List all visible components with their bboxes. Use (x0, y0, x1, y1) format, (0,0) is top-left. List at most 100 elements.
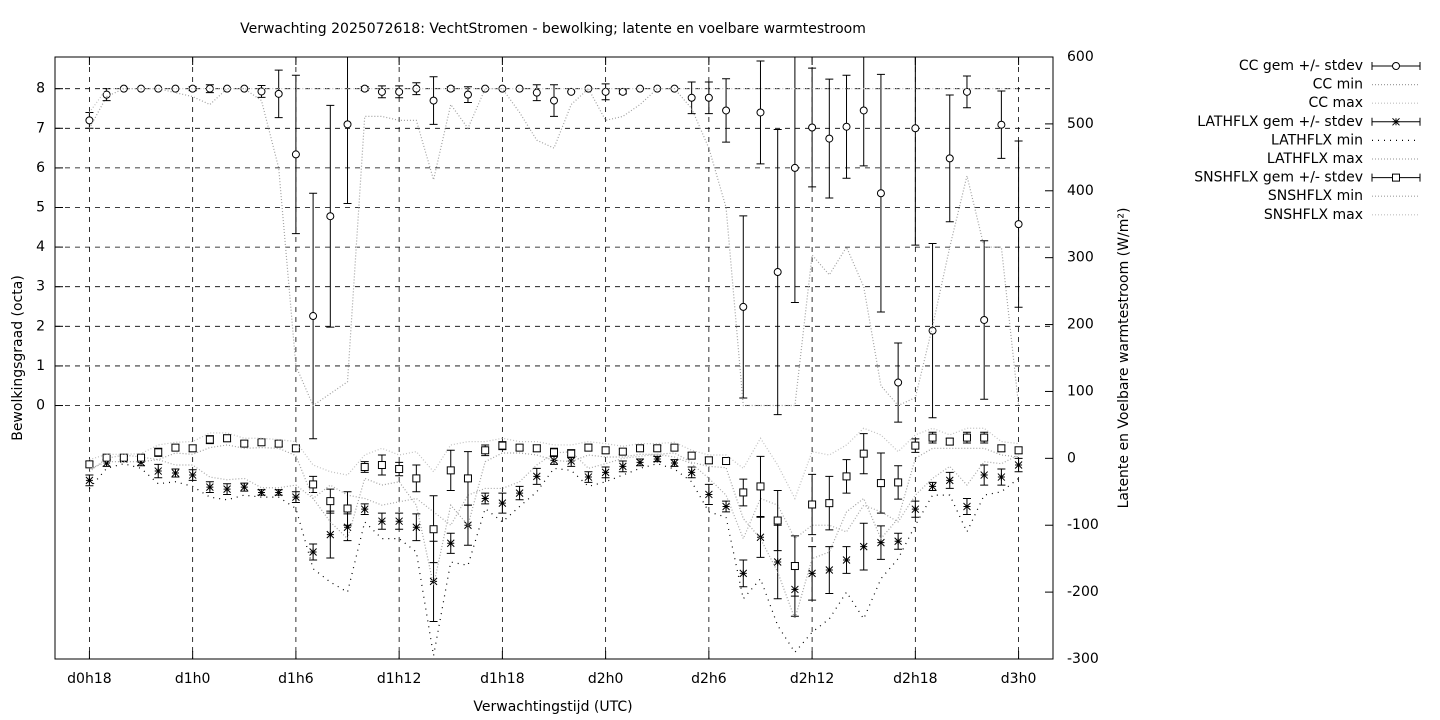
point (790, 562, 799, 571)
point (997, 120, 1006, 129)
point (825, 134, 834, 143)
x-tick-label: d0h18 (67, 671, 111, 687)
point (808, 123, 817, 132)
legend: CC gem +/- stdev CC min CC max LATHFLX gem … (1194, 58, 1421, 223)
legend-marker (1392, 62, 1400, 70)
point (962, 87, 971, 96)
legend-label: LATHFLX min (1271, 132, 1363, 148)
y-tick-label: 5 (36, 200, 45, 216)
y-tick-label: 4 (36, 239, 45, 255)
point (515, 443, 524, 452)
y-tick-label: 3 (36, 279, 45, 295)
y-tick-label: 2 (36, 318, 45, 334)
point (687, 468, 696, 477)
point (859, 106, 868, 115)
y2-axis-label: Latente en Voelbare warmtestroom (W/m²) (1116, 208, 1132, 509)
point (877, 538, 885, 547)
point (206, 483, 214, 491)
point (360, 463, 369, 472)
point (618, 447, 627, 456)
point (291, 444, 300, 453)
point (756, 533, 765, 542)
point (945, 154, 954, 163)
point (446, 466, 455, 475)
point (395, 87, 404, 96)
point (360, 505, 369, 514)
point (980, 433, 989, 442)
point (326, 497, 335, 506)
point (85, 116, 94, 125)
point (395, 465, 404, 474)
point (618, 87, 627, 96)
point (945, 437, 954, 446)
point (773, 268, 782, 277)
x-tick-label: d1h18 (480, 671, 524, 687)
point (137, 458, 145, 467)
legend-label: SNSHFLX max (1264, 207, 1363, 223)
point (223, 485, 231, 493)
point (980, 471, 989, 479)
point (515, 489, 524, 497)
point (1014, 446, 1023, 455)
point (463, 474, 472, 483)
y2-tick-label: -200 (1067, 584, 1099, 600)
point (343, 504, 352, 513)
point (292, 493, 300, 501)
point (636, 444, 645, 453)
legend-marker (1392, 117, 1400, 126)
point (498, 441, 507, 450)
point (309, 312, 318, 321)
y-tick-label: 8 (36, 81, 45, 97)
point (601, 446, 610, 455)
y2-tick-label: -300 (1067, 651, 1099, 667)
point (894, 378, 903, 387)
series-line (88, 88, 1019, 113)
y-tick-label: 1 (36, 358, 45, 374)
legend-label: SNSHFLX min (1268, 188, 1363, 204)
series-line (89, 444, 1019, 621)
point (257, 488, 266, 497)
point (429, 525, 438, 534)
legend-label: CC max (1308, 95, 1363, 111)
legend-label: LATHFLX max (1267, 151, 1363, 167)
point (739, 302, 748, 311)
point (825, 566, 834, 574)
x-tick-label: d3h0 (1001, 671, 1037, 687)
y2-tick-label: -100 (1067, 517, 1099, 533)
point (756, 108, 765, 117)
point (894, 537, 902, 546)
point (532, 444, 541, 453)
point (550, 448, 558, 457)
point (326, 212, 335, 221)
point (601, 468, 610, 477)
point (257, 438, 266, 447)
point (722, 502, 730, 511)
point (653, 444, 662, 453)
point (102, 90, 111, 99)
point (980, 315, 989, 324)
point (997, 444, 1006, 453)
point (257, 87, 266, 96)
point (532, 88, 541, 97)
point (704, 93, 713, 102)
point (240, 439, 249, 448)
chart-title: Verwachting 2025072618: VechtStromen - b… (240, 21, 866, 37)
point (876, 189, 885, 198)
point (137, 453, 146, 462)
point (550, 456, 558, 465)
x-tick-label: d2h6 (691, 671, 727, 687)
x-tick-label: d2h0 (588, 671, 624, 687)
point (446, 539, 455, 548)
point (1014, 461, 1023, 469)
point (722, 106, 731, 115)
y-axis-label: Bewolkingsgraad (octa) (10, 275, 26, 441)
y2-tick-label: 600 (1067, 49, 1094, 65)
point (377, 87, 386, 96)
point (584, 473, 593, 481)
point (481, 446, 490, 455)
point (705, 490, 713, 499)
legend-label: CC gem +/- stdev (1239, 58, 1363, 74)
point (395, 517, 403, 526)
